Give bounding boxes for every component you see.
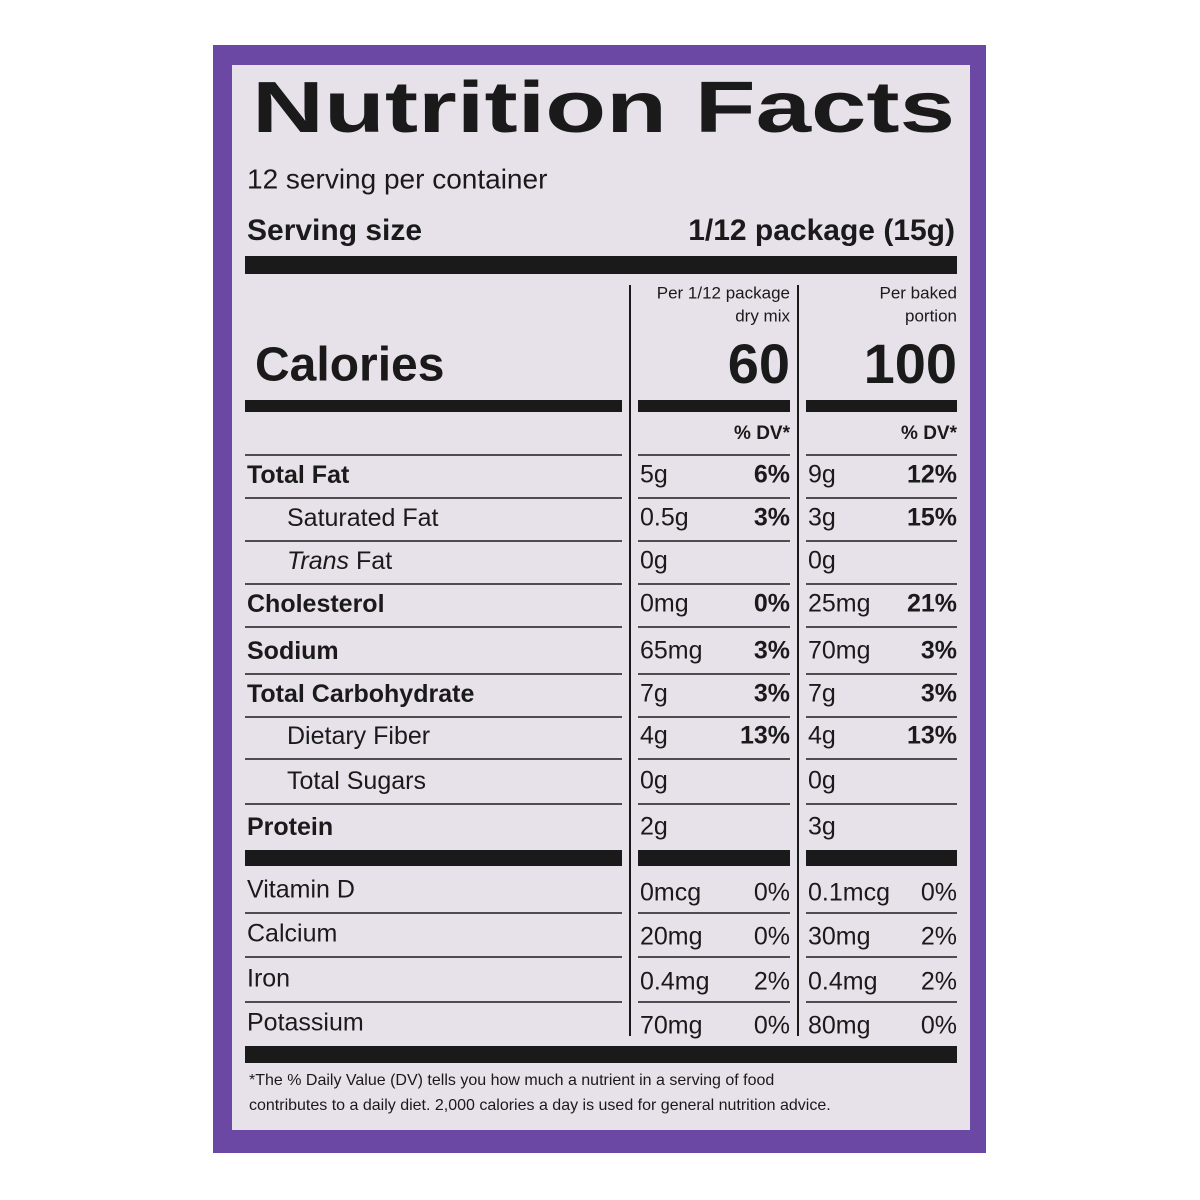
- amount: 0.4mg: [640, 968, 709, 996]
- nutrient-name-text: Saturated Fat: [287, 504, 439, 532]
- amount: 3g: [808, 813, 836, 841]
- amount: 20mg: [640, 923, 703, 951]
- thick-rule: [245, 1046, 957, 1063]
- vitamin-name: Potassium: [247, 1009, 364, 1037]
- amount: 80mg: [808, 1012, 871, 1040]
- daily-value: 13%: [740, 722, 790, 750]
- nutrient-name: Saturated Fat: [287, 504, 439, 532]
- vitamin-name: Calcium: [247, 920, 337, 948]
- amount: 7g: [640, 680, 668, 708]
- label-panel: [232, 65, 970, 1130]
- footnote: *The % Daily Value (DV) tells you how mu…: [249, 1072, 774, 1089]
- nutrient-name: Protein: [247, 813, 333, 841]
- amount: 25mg: [808, 590, 871, 618]
- thick-rule: [245, 850, 622, 866]
- amount: 0.5g: [640, 504, 689, 532]
- daily-value: 3%: [921, 680, 957, 708]
- amount: 70mg: [808, 637, 871, 665]
- title: Nutrition Facts: [252, 68, 955, 148]
- nutrient-name-text: Fat: [356, 547, 392, 575]
- amount: 0g: [640, 547, 668, 575]
- calories-label: Calories: [255, 339, 444, 392]
- amount: 65mg: [640, 637, 703, 665]
- nutrient-name-text: Total Sugars: [287, 767, 426, 795]
- thick-rule: [245, 400, 622, 412]
- column-header: portion: [905, 306, 957, 325]
- servings: 12 serving per container: [247, 163, 547, 194]
- amount: 9g: [808, 461, 836, 489]
- daily-value: 13%: [907, 722, 957, 750]
- amount: 0mg: [640, 590, 689, 618]
- column-header: Per 1/12 package: [657, 283, 790, 302]
- amount: 3g: [808, 504, 836, 532]
- amount: 2g: [640, 813, 668, 841]
- nutrient-name-text: Total Fat: [247, 461, 350, 489]
- column-header: dry mix: [735, 306, 790, 325]
- dv-header: % DV*: [901, 423, 958, 444]
- amount: 4g: [640, 722, 668, 750]
- serving-size-value: 1/12 package (15g): [688, 214, 955, 247]
- amount: 7g: [808, 680, 836, 708]
- daily-value: 2%: [754, 968, 790, 996]
- daily-value: 3%: [754, 504, 790, 532]
- daily-value: 21%: [907, 590, 957, 618]
- daily-value: 0%: [754, 590, 790, 618]
- nutrient-name-text: Protein: [247, 813, 333, 841]
- vitamin-name: Vitamin D: [247, 876, 355, 904]
- amount: 0g: [808, 547, 836, 575]
- daily-value: 0%: [754, 879, 790, 907]
- thick-rule: [806, 400, 957, 412]
- daily-value: 3%: [921, 637, 957, 665]
- nutrient-name: Total Carbohydrate: [247, 680, 474, 708]
- amount: 4g: [808, 722, 836, 750]
- footnote: contributes to a daily diet. 2,000 calor…: [249, 1097, 831, 1114]
- nutrient-name: Cholesterol: [247, 590, 385, 618]
- amount: 0.4mg: [808, 968, 877, 996]
- amount: 0g: [640, 767, 668, 795]
- serving-size-label: Serving size: [247, 214, 422, 247]
- amount: 5g: [640, 461, 668, 489]
- nutrient-name-italic: Trans: [287, 547, 349, 575]
- nutrient-name-text: Cholesterol: [247, 590, 385, 618]
- nutrient-name: Trans Fat: [287, 547, 392, 575]
- thick-rule: [638, 400, 790, 412]
- nutrient-name: Dietary Fiber: [287, 722, 430, 750]
- nutrient-name: Sodium: [247, 637, 339, 665]
- amount: 0mcg: [640, 879, 701, 907]
- thick-rule: [245, 256, 957, 274]
- daily-value: 2%: [921, 923, 957, 951]
- thick-rule: [806, 850, 957, 866]
- daily-value: 3%: [754, 637, 790, 665]
- daily-value: 0%: [754, 923, 790, 951]
- daily-value: 3%: [754, 680, 790, 708]
- nutrient-name-text: Total Carbohydrate: [247, 680, 474, 708]
- daily-value: 0%: [921, 879, 957, 907]
- amount: 0g: [808, 767, 836, 795]
- vitamin-name: Iron: [247, 965, 290, 993]
- daily-value: 0%: [754, 1012, 790, 1040]
- calories-value: 60: [728, 332, 790, 395]
- daily-value: 2%: [921, 968, 957, 996]
- daily-value: 6%: [754, 461, 790, 489]
- amount: 70mg: [640, 1012, 703, 1040]
- daily-value: 15%: [907, 504, 957, 532]
- daily-value: 12%: [907, 461, 957, 489]
- dv-header: % DV*: [734, 423, 791, 444]
- nutrient-name: Total Fat: [247, 461, 350, 489]
- amount: 0.1mcg: [808, 879, 890, 907]
- nutrient-name-text: Dietary Fiber: [287, 722, 430, 750]
- daily-value: 0%: [921, 1012, 957, 1040]
- column-header: Per baked: [880, 283, 958, 302]
- nutrient-name-text: Sodium: [247, 637, 339, 665]
- thick-rule: [638, 850, 790, 866]
- amount: 30mg: [808, 923, 871, 951]
- nutrient-name: Total Sugars: [287, 767, 426, 795]
- calories-value: 100: [864, 332, 957, 395]
